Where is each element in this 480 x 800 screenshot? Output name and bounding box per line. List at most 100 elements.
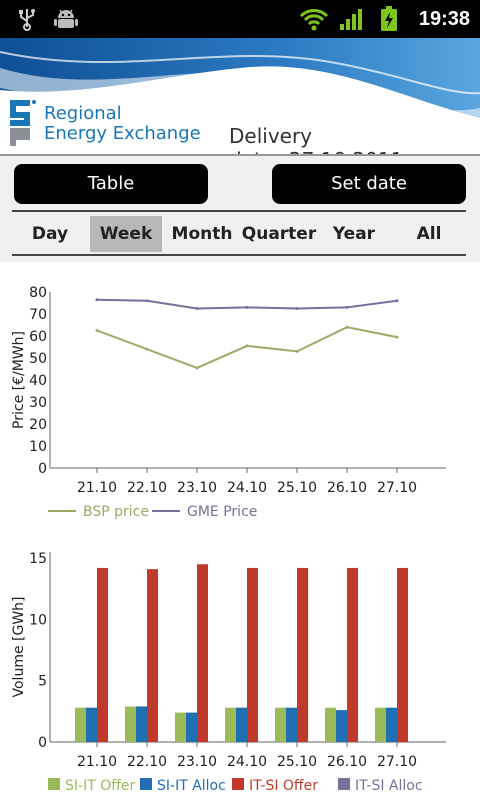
data-point xyxy=(195,307,199,310)
set-date-button[interactable]: Set date xyxy=(272,164,466,204)
y-tick-label: 80 xyxy=(29,285,47,301)
data-point xyxy=(145,299,149,303)
bar-2 xyxy=(297,567,308,742)
x-tick-label: 22.10 xyxy=(127,754,167,770)
tab-week[interactable]: Week xyxy=(90,216,162,252)
y-tick-label: 10 xyxy=(29,612,47,628)
bar-1 xyxy=(136,706,147,742)
x-tick-label: 24.10 xyxy=(227,754,267,770)
data-point xyxy=(245,344,249,348)
bar-0 xyxy=(125,706,136,742)
android-debug-icon xyxy=(52,0,80,38)
data-point xyxy=(295,307,299,310)
header-banner xyxy=(0,38,480,154)
y-axis-label: Price [€/MWh] xyxy=(11,331,27,429)
x-tick-label: 25.10 xyxy=(277,480,317,496)
x-tick-label: 23.10 xyxy=(177,480,217,496)
y-tick-label: 5 xyxy=(38,674,47,690)
bar-0 xyxy=(175,712,186,742)
legend-label-1: SI-IT Alloc xyxy=(157,778,226,794)
volume-chart: 0 5 10 15 21.10 22.10 23.10 24.10 25.10 26.10 27.1… xyxy=(11,551,446,794)
legend-swatch-3 xyxy=(338,778,350,790)
y-tick-label: 15 xyxy=(29,551,47,567)
x-tick-label: 22.10 xyxy=(127,480,167,496)
y-tick-label: 60 xyxy=(29,329,47,345)
tab-all[interactable]: All xyxy=(416,224,442,244)
x-tick-label: 25.10 xyxy=(277,754,317,770)
bar-2 xyxy=(147,569,158,742)
legend-label-1: GME Price xyxy=(187,504,257,520)
bar-1 xyxy=(236,707,247,742)
bar-2 xyxy=(97,567,108,742)
x-tick-label: 21.10 xyxy=(77,754,117,770)
bar-0 xyxy=(225,707,236,742)
bar-0 xyxy=(75,707,86,742)
bar-1 xyxy=(386,707,397,742)
legend-label-2: IT-SI Offer xyxy=(249,778,318,794)
bar-0 xyxy=(375,707,386,742)
data-point xyxy=(395,299,399,303)
bar-1 xyxy=(336,710,347,742)
legend-swatch-0 xyxy=(48,778,60,790)
x-tick-label: 27.10 xyxy=(377,754,417,770)
data-point xyxy=(95,329,99,332)
usb-icon xyxy=(14,0,40,38)
tab-month[interactable]: Month xyxy=(171,224,233,244)
controls-panel: Table Set date Day Week Month Quarter Ye… xyxy=(0,154,480,262)
y-tick-label: 10 xyxy=(29,439,47,455)
tab-quarter[interactable]: Quarter xyxy=(241,224,317,244)
y-tick-label: 40 xyxy=(29,373,47,389)
bar-1 xyxy=(186,712,197,742)
y-tick-label: 70 xyxy=(29,307,47,323)
legend-label-3: IT-SI Alloc xyxy=(355,778,423,794)
clock: 19:38 xyxy=(418,8,470,30)
data-point xyxy=(345,325,349,329)
table-button[interactable]: Table xyxy=(14,164,208,204)
x-tick-label: 26.10 xyxy=(327,754,367,770)
y-tick-label: 0 xyxy=(38,461,47,477)
y-tick-label: 30 xyxy=(29,395,47,411)
status-bar: 19:38 xyxy=(0,0,480,38)
legend-swatch-2 xyxy=(232,778,244,790)
banner-wave-graphic xyxy=(0,38,480,154)
data-point xyxy=(295,349,299,353)
data-point xyxy=(395,335,399,339)
bar-1 xyxy=(86,707,97,742)
legend-label-0: SI-IT Offer xyxy=(65,778,135,794)
bar-0 xyxy=(275,707,286,742)
legend-swatch-1 xyxy=(140,778,152,790)
x-tick-label: 24.10 xyxy=(227,480,267,496)
bar-2 xyxy=(347,567,358,742)
bar-2 xyxy=(397,567,408,742)
period-tabs: Day Week Month Quarter Year All xyxy=(12,210,466,256)
tab-year[interactable]: Year xyxy=(332,224,376,244)
price-chart: 0 10 20 30 40 50 60 70 80 21.10 22.10 23.10 24.10 25.… xyxy=(11,285,446,520)
brand-logo xyxy=(6,96,42,150)
brand-line2: Energy Exchange xyxy=(44,123,201,144)
data-point xyxy=(195,366,199,370)
y-axis-label: Volume [GWh] xyxy=(11,596,27,697)
bar-2 xyxy=(197,564,208,742)
data-point xyxy=(245,305,249,309)
bar-0 xyxy=(325,707,336,742)
wifi-icon xyxy=(298,0,330,38)
series-line-0 xyxy=(96,326,398,369)
brand-name: Regional Energy Exchange xyxy=(44,104,201,144)
data-point xyxy=(145,347,149,351)
data-point xyxy=(95,298,99,302)
x-tick-label: 21.10 xyxy=(77,480,117,496)
legend-label-0: BSP price xyxy=(83,504,149,520)
x-tick-label: 27.10 xyxy=(377,480,417,496)
data-point xyxy=(345,305,349,309)
tab-day[interactable]: Day xyxy=(31,224,69,244)
y-tick-label: 20 xyxy=(29,417,47,433)
y-tick-label: 0 xyxy=(38,735,47,751)
y-tick-label: 50 xyxy=(29,351,47,367)
brand-line1: Regional xyxy=(44,103,122,124)
x-tick-label: 23.10 xyxy=(177,754,217,770)
bar-1 xyxy=(286,707,297,742)
battery-charging-icon xyxy=(377,0,401,38)
bar-2 xyxy=(247,567,258,742)
x-tick-label: 26.10 xyxy=(327,480,367,496)
signal-icon xyxy=(338,0,366,38)
